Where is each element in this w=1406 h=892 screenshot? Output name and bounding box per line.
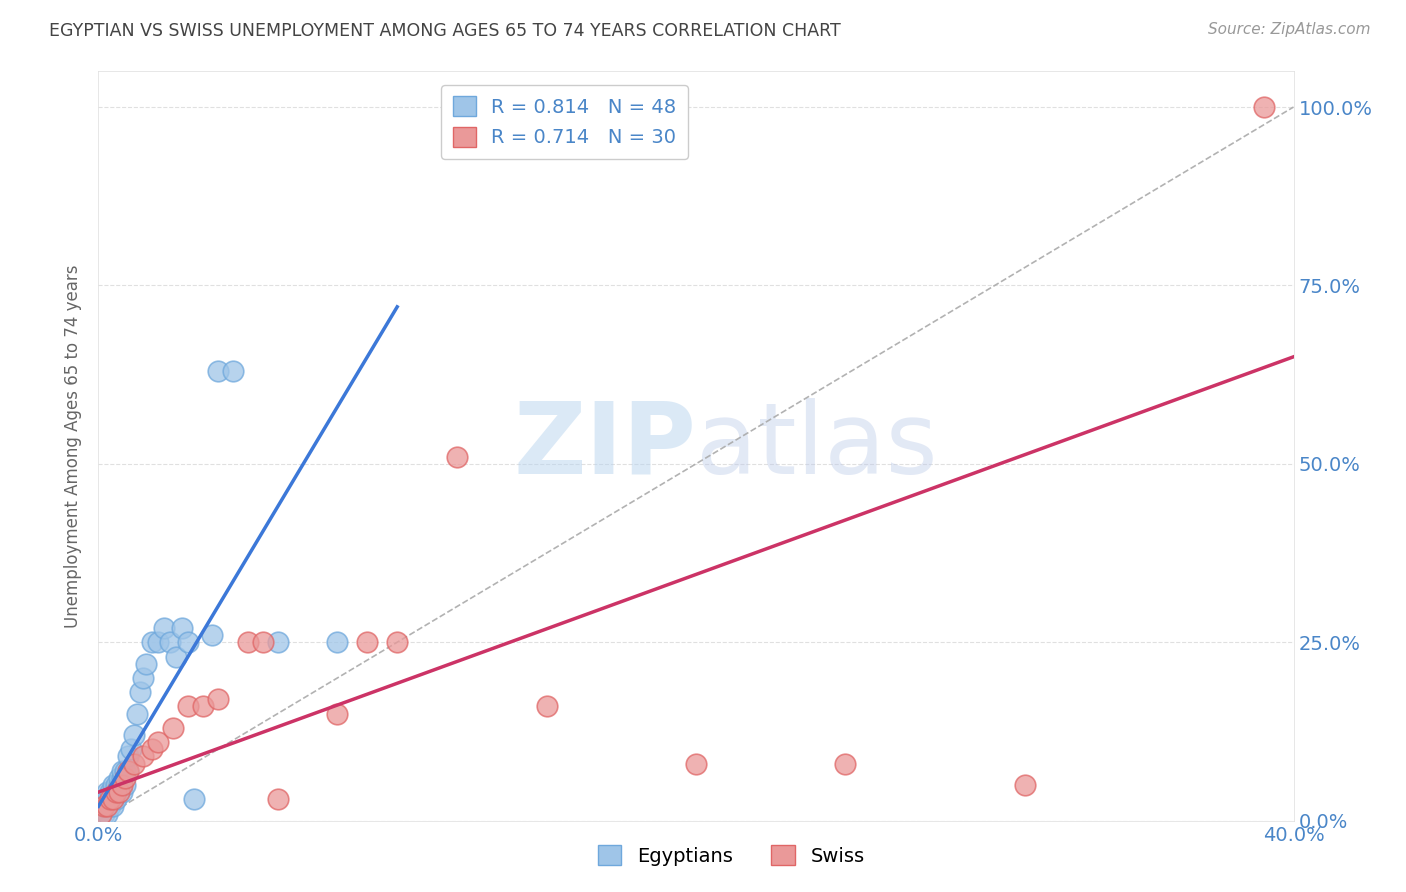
Text: ZIP: ZIP — [513, 398, 696, 494]
Point — [153, 621, 176, 635]
Point — [446, 450, 468, 464]
Point — [96, 785, 118, 799]
Point — [105, 792, 128, 806]
Point — [114, 778, 136, 792]
Point — [103, 778, 125, 792]
Point — [148, 635, 170, 649]
Point — [124, 728, 146, 742]
Point — [93, 799, 115, 814]
Point — [111, 771, 134, 785]
Point — [267, 635, 290, 649]
Point — [385, 635, 409, 649]
Point — [148, 735, 170, 749]
Point — [177, 699, 200, 714]
Point — [326, 706, 349, 721]
Y-axis label: Unemployment Among Ages 65 to 74 years: Unemployment Among Ages 65 to 74 years — [65, 264, 83, 628]
Point — [93, 792, 115, 806]
Point — [267, 792, 290, 806]
Point — [108, 771, 131, 785]
Point — [183, 792, 205, 806]
Point — [114, 764, 136, 778]
Point — [111, 778, 134, 792]
Text: EGYPTIAN VS SWISS UNEMPLOYMENT AMONG AGES 65 TO 74 YEARS CORRELATION CHART: EGYPTIAN VS SWISS UNEMPLOYMENT AMONG AGE… — [49, 22, 841, 40]
Point — [96, 799, 118, 814]
Point — [117, 764, 139, 778]
Point — [1014, 778, 1036, 792]
Point — [834, 756, 856, 771]
Point — [120, 742, 142, 756]
Point — [685, 756, 707, 771]
Point — [105, 778, 128, 792]
Point — [236, 635, 259, 649]
Point — [326, 635, 349, 649]
Point — [129, 685, 152, 699]
Point — [162, 721, 184, 735]
Point — [356, 635, 378, 649]
Point — [111, 764, 134, 778]
Point — [108, 785, 131, 799]
Text: atlas: atlas — [696, 398, 938, 494]
Point — [1253, 100, 1275, 114]
Point — [108, 778, 131, 792]
Point — [222, 364, 245, 378]
Point — [252, 635, 274, 649]
Point — [117, 764, 139, 778]
Legend: Egyptians, Swiss: Egyptians, Swiss — [591, 838, 872, 873]
Point — [103, 792, 125, 806]
Point — [124, 756, 146, 771]
Point — [165, 649, 187, 664]
Point — [105, 785, 128, 799]
Point — [98, 785, 122, 799]
Point — [90, 806, 112, 821]
Point — [90, 799, 112, 814]
Point — [96, 799, 118, 814]
Point — [105, 785, 128, 799]
Legend: R = 0.814   N = 48, R = 0.714   N = 30: R = 0.814 N = 48, R = 0.714 N = 30 — [441, 85, 688, 159]
Point — [93, 806, 115, 821]
Point — [96, 806, 118, 821]
Point — [132, 671, 155, 685]
Point — [98, 792, 122, 806]
Point — [103, 799, 125, 814]
Point — [117, 749, 139, 764]
Point — [132, 749, 155, 764]
Point — [93, 799, 115, 814]
Point — [127, 706, 149, 721]
Point — [111, 785, 134, 799]
Point — [177, 635, 200, 649]
Point — [207, 692, 229, 706]
Point — [207, 364, 229, 378]
Point — [108, 785, 131, 799]
Point — [159, 635, 181, 649]
Point — [98, 792, 122, 806]
Point — [96, 792, 118, 806]
Point — [536, 699, 558, 714]
Point — [141, 742, 163, 756]
Point — [191, 699, 214, 714]
Point — [90, 806, 112, 821]
Point — [135, 657, 157, 671]
Point — [201, 628, 224, 642]
Point — [103, 792, 125, 806]
Point — [103, 785, 125, 799]
Point — [114, 771, 136, 785]
Text: Source: ZipAtlas.com: Source: ZipAtlas.com — [1208, 22, 1371, 37]
Point — [98, 799, 122, 814]
Point — [141, 635, 163, 649]
Point — [172, 621, 194, 635]
